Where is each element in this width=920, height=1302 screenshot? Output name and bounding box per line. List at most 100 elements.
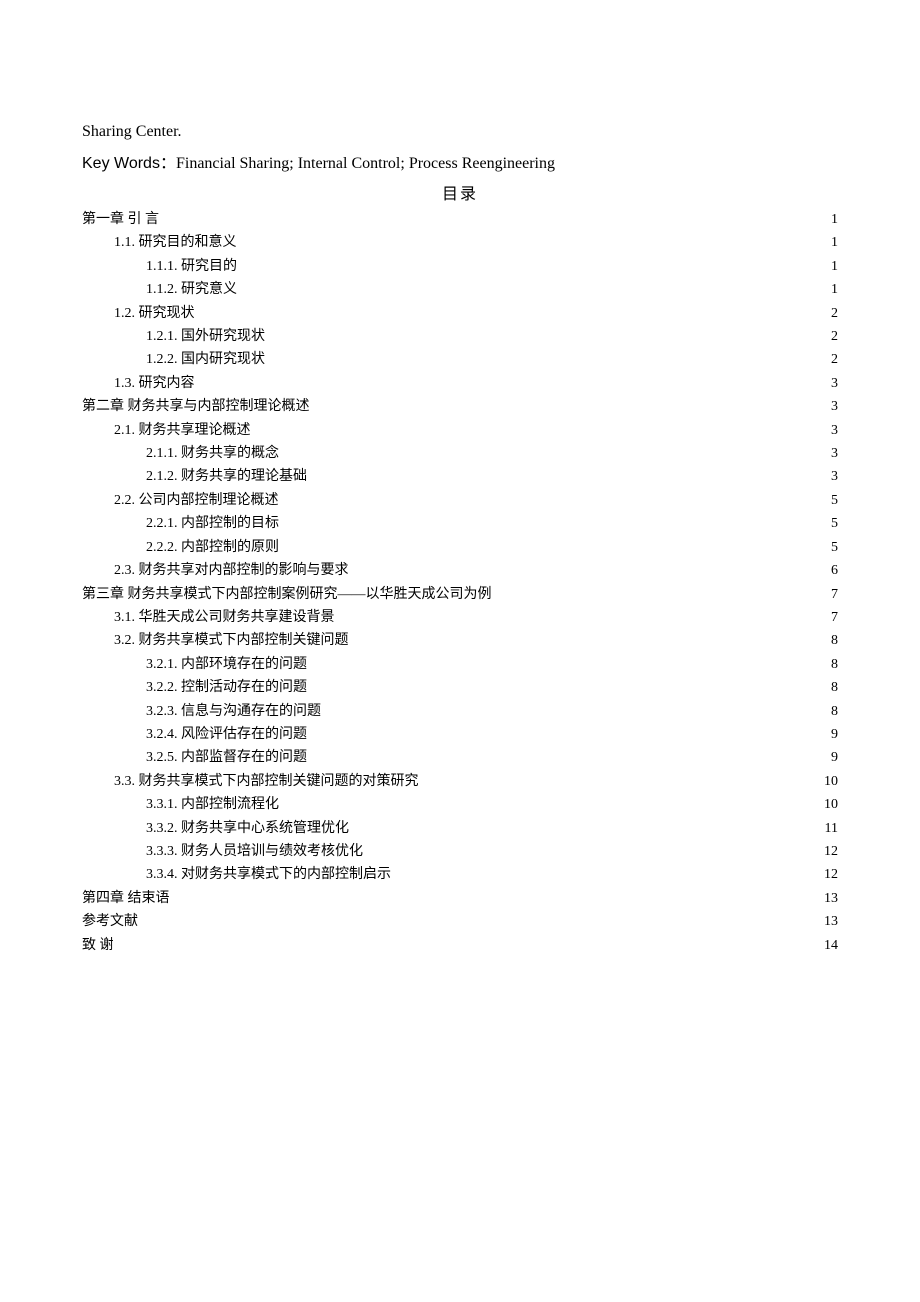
toc-entry[interactable]: 1.2.1. 国外研究现状 2 bbox=[82, 325, 838, 348]
toc-entry[interactable]: 致 谢 14 bbox=[82, 934, 838, 957]
toc-entry[interactable]: 1.1.2. 研究意义 1 bbox=[82, 278, 838, 301]
toc-entry-page: 1 bbox=[831, 231, 838, 254]
table-of-contents: 第一章 引 言11.1. 研究目的和意义11.1.1. 研究目的11.1.2. … bbox=[82, 208, 838, 957]
abstract-tail-line: Sharing Center. bbox=[82, 118, 838, 146]
toc-entry-label: 3.2. 财务共享模式下内部控制关键问题 bbox=[114, 629, 349, 652]
toc-entry-label: 1.3. 研究内容 bbox=[114, 372, 195, 395]
toc-entry[interactable]: 1.2. 研究现状 2 bbox=[82, 302, 838, 325]
toc-entry[interactable]: 3.2. 财务共享模式下内部控制关键问题 8 bbox=[82, 629, 838, 652]
toc-entry-page: 2 bbox=[831, 302, 838, 325]
toc-entry-label: 2.2.2. 内部控制的原则 bbox=[146, 536, 279, 559]
toc-entry[interactable]: 2.1.1. 财务共享的概念 3 bbox=[82, 442, 838, 465]
toc-entry-page: 10 bbox=[824, 770, 838, 793]
toc-entry-label: 2.2.1. 内部控制的目标 bbox=[146, 512, 279, 535]
toc-entry[interactable]: 2.1. 财务共享理论概述 3 bbox=[82, 419, 838, 442]
toc-entry[interactable]: 1.1.1. 研究目的 1 bbox=[82, 255, 838, 278]
toc-entry-page: 13 bbox=[824, 910, 838, 933]
toc-entry[interactable]: 3.3.3. 财务人员培训与绩效考核优化 12 bbox=[82, 840, 838, 863]
toc-entry[interactable]: 第一章 引 言 1 bbox=[82, 208, 838, 231]
toc-entry-label: 第二章 财务共享与内部控制理论概述 bbox=[82, 395, 310, 418]
toc-entry-label: 3.3. 财务共享模式下内部控制关键问题的对策研究 bbox=[114, 770, 419, 793]
toc-entry-label: 3.2.2. 控制活动存在的问题 bbox=[146, 676, 307, 699]
toc-entry-page: 3 bbox=[831, 395, 838, 418]
toc-entry-page: 5 bbox=[831, 536, 838, 559]
toc-entry-page: 1 bbox=[831, 255, 838, 278]
toc-entry-label: 2.1.2. 财务共享的理论基础 bbox=[146, 465, 307, 488]
toc-entry-label: 1.1.2. 研究意义 bbox=[146, 278, 237, 301]
toc-entry-page: 8 bbox=[831, 653, 838, 676]
toc-entry-page: 1 bbox=[831, 278, 838, 301]
toc-entry[interactable]: 2.2.2. 内部控制的原则 5 bbox=[82, 536, 838, 559]
toc-entry[interactable]: 3.2.1. 内部环境存在的问题 8 bbox=[82, 653, 838, 676]
toc-entry-page: 8 bbox=[831, 676, 838, 699]
toc-entry-label: 2.2. 公司内部控制理论概述 bbox=[114, 489, 279, 512]
toc-entry[interactable]: 参考文献 13 bbox=[82, 910, 838, 933]
toc-entry[interactable]: 3.2.4. 风险评估存在的问题 9 bbox=[82, 723, 838, 746]
toc-entry[interactable]: 1.1. 研究目的和意义 1 bbox=[82, 231, 838, 254]
toc-entry-page: 7 bbox=[831, 606, 838, 629]
toc-entry[interactable]: 3.1. 华胜天成公司财务共享建设背景 7 bbox=[82, 606, 838, 629]
toc-entry-page: 8 bbox=[831, 700, 838, 723]
toc-entry-page: 13 bbox=[824, 887, 838, 910]
toc-entry-page: 2 bbox=[831, 348, 838, 371]
toc-entry-label: 1.2. 研究现状 bbox=[114, 302, 195, 325]
toc-entry[interactable]: 3.2.5. 内部监督存在的问题 9 bbox=[82, 746, 838, 769]
toc-entry-page: 5 bbox=[831, 489, 838, 512]
toc-entry-page: 3 bbox=[831, 372, 838, 395]
toc-entry-page: 9 bbox=[831, 746, 838, 769]
toc-entry-label: 3.1. 华胜天成公司财务共享建设背景 bbox=[114, 606, 335, 629]
toc-entry-label: 第一章 引 言 bbox=[82, 208, 159, 231]
toc-entry[interactable]: 第三章 财务共享模式下内部控制案例研究——以华胜天成公司为例 7 bbox=[82, 583, 838, 606]
toc-entry-label: 3.3.4. 对财务共享模式下的内部控制启示 bbox=[146, 863, 391, 886]
toc-entry[interactable]: 3.3.4. 对财务共享模式下的内部控制启示 12 bbox=[82, 863, 838, 886]
toc-entry-label: 3.3.3. 财务人员培训与绩效考核优化 bbox=[146, 840, 363, 863]
toc-entry[interactable]: 1.3. 研究内容 3 bbox=[82, 372, 838, 395]
toc-entry-label: 3.2.1. 内部环境存在的问题 bbox=[146, 653, 307, 676]
keywords-line: Key Words：Financial Sharing; Internal Co… bbox=[82, 150, 838, 178]
toc-entry-page: 7 bbox=[831, 583, 838, 606]
toc-entry-label: 2.1. 财务共享理论概述 bbox=[114, 419, 251, 442]
toc-entry[interactable]: 1.2.2. 国内研究现状 2 bbox=[82, 348, 838, 371]
toc-entry[interactable]: 3.3. 财务共享模式下内部控制关键问题的对策研究 10 bbox=[82, 770, 838, 793]
toc-entry-label: 1.1.1. 研究目的 bbox=[146, 255, 237, 278]
toc-entry-label: 1.2.2. 国内研究现状 bbox=[146, 348, 265, 371]
toc-entry-label: 3.3.1. 内部控制流程化 bbox=[146, 793, 279, 816]
toc-entry-label: 1.2.1. 国外研究现状 bbox=[146, 325, 265, 348]
toc-title: 目录 bbox=[82, 180, 838, 204]
toc-entry[interactable]: 3.3.1. 内部控制流程化 10 bbox=[82, 793, 838, 816]
toc-entry-page: 11 bbox=[825, 817, 838, 840]
toc-entry-label: 3.2.3. 信息与沟通存在的问题 bbox=[146, 700, 321, 723]
toc-entry[interactable]: 第二章 财务共享与内部控制理论概述 3 bbox=[82, 395, 838, 418]
toc-entry-label: 2.1.1. 财务共享的概念 bbox=[146, 442, 279, 465]
toc-entry[interactable]: 3.2.2. 控制活动存在的问题 8 bbox=[82, 676, 838, 699]
toc-entry[interactable]: 2.3. 财务共享对内部控制的影响与要求 6 bbox=[82, 559, 838, 582]
toc-entry-page: 10 bbox=[824, 793, 838, 816]
toc-entry-page: 3 bbox=[831, 442, 838, 465]
toc-entry-page: 6 bbox=[831, 559, 838, 582]
toc-entry-label: 3.2.5. 内部监督存在的问题 bbox=[146, 746, 307, 769]
toc-entry-page: 8 bbox=[831, 629, 838, 652]
toc-entry[interactable]: 3.2.3. 信息与沟通存在的问题 8 bbox=[82, 700, 838, 723]
toc-entry-page: 1 bbox=[831, 208, 838, 231]
toc-entry-page: 12 bbox=[824, 840, 838, 863]
toc-entry-page: 3 bbox=[831, 465, 838, 488]
toc-entry-label: 第三章 财务共享模式下内部控制案例研究——以华胜天成公司为例 bbox=[82, 583, 492, 606]
toc-entry-page: 9 bbox=[831, 723, 838, 746]
toc-entry[interactable]: 2.2. 公司内部控制理论概述 5 bbox=[82, 489, 838, 512]
toc-entry-label: 致 谢 bbox=[82, 934, 114, 957]
toc-entry[interactable]: 第四章 结束语 13 bbox=[82, 887, 838, 910]
toc-entry-page: 14 bbox=[824, 934, 838, 957]
keywords-label: Key Words： bbox=[82, 155, 176, 172]
toc-entry[interactable]: 3.3.2. 财务共享中心系统管理优化 11 bbox=[82, 817, 838, 840]
toc-entry-label: 参考文献 bbox=[82, 910, 138, 933]
toc-entry-page: 2 bbox=[831, 325, 838, 348]
toc-entry-label: 3.3.2. 财务共享中心系统管理优化 bbox=[146, 817, 349, 840]
toc-entry-label: 第四章 结束语 bbox=[82, 887, 170, 910]
toc-entry[interactable]: 2.1.2. 财务共享的理论基础 3 bbox=[82, 465, 838, 488]
toc-entry-page: 12 bbox=[824, 863, 838, 886]
toc-entry-label: 1.1. 研究目的和意义 bbox=[114, 231, 237, 254]
toc-entry[interactable]: 2.2.1. 内部控制的目标5 bbox=[82, 512, 838, 535]
toc-entry-label: 3.2.4. 风险评估存在的问题 bbox=[146, 723, 307, 746]
toc-entry-label: 2.3. 财务共享对内部控制的影响与要求 bbox=[114, 559, 349, 582]
toc-entry-page: 3 bbox=[831, 419, 838, 442]
